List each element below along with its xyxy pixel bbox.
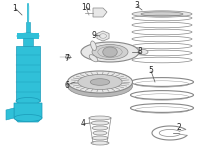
- Ellipse shape: [16, 97, 40, 105]
- Ellipse shape: [138, 50, 148, 55]
- Ellipse shape: [81, 42, 139, 62]
- Ellipse shape: [141, 12, 183, 16]
- Polygon shape: [14, 103, 42, 122]
- Text: 5: 5: [149, 66, 153, 75]
- Text: 4: 4: [81, 119, 85, 128]
- Text: 7: 7: [65, 54, 69, 63]
- Ellipse shape: [68, 75, 132, 97]
- Polygon shape: [6, 108, 14, 120]
- Ellipse shape: [17, 33, 39, 39]
- Ellipse shape: [91, 121, 109, 125]
- Ellipse shape: [14, 115, 42, 122]
- Text: 1: 1: [13, 4, 17, 13]
- Text: 9: 9: [92, 31, 96, 40]
- Ellipse shape: [89, 55, 98, 62]
- Bar: [16, 46, 40, 101]
- Ellipse shape: [93, 131, 107, 135]
- Ellipse shape: [92, 45, 128, 60]
- Ellipse shape: [68, 71, 132, 93]
- Ellipse shape: [91, 141, 109, 145]
- Text: 10: 10: [81, 3, 91, 12]
- Ellipse shape: [78, 75, 122, 90]
- Text: 3: 3: [135, 1, 139, 10]
- Ellipse shape: [89, 116, 111, 120]
- Text: 2: 2: [177, 123, 181, 132]
- Ellipse shape: [92, 126, 108, 130]
- Bar: [23, 38, 33, 46]
- Bar: [26, 22, 30, 36]
- Bar: [17, 33, 39, 39]
- Ellipse shape: [132, 11, 192, 17]
- Ellipse shape: [103, 47, 117, 57]
- Polygon shape: [97, 31, 109, 41]
- Text: 6: 6: [65, 81, 69, 90]
- Ellipse shape: [90, 79, 110, 85]
- Text: 8: 8: [138, 47, 142, 56]
- Ellipse shape: [92, 136, 108, 140]
- Ellipse shape: [91, 41, 96, 51]
- Polygon shape: [93, 8, 107, 17]
- Ellipse shape: [66, 55, 71, 59]
